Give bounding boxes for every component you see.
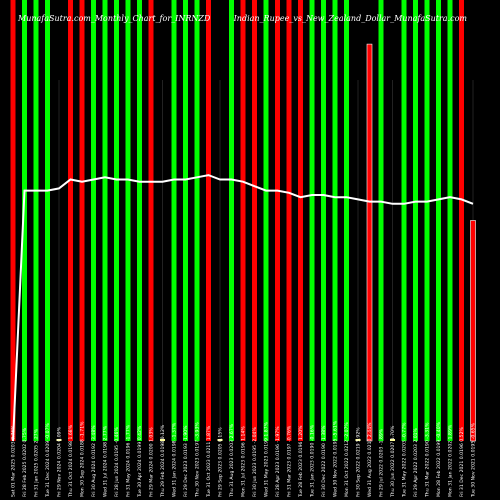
x-tick-labels: Sat 01 Mar 2025 0.0203 0.76% Fri 28 Feb 2… xyxy=(11,420,477,498)
bar-up xyxy=(171,0,177,441)
x-tick-label: Fri 29 Sep 2023 0.0205 0.15% xyxy=(218,427,224,497)
x-tick-label: Fri 30 Aug 2024 0.0192 -3.48% xyxy=(91,425,97,497)
x-tick-label: Tue 31 Oct 2023 0.0211 1.87% xyxy=(206,425,212,498)
bar-up xyxy=(413,0,418,441)
x-tick-label: Wed 31 May 2023 0.0199 1.87% xyxy=(264,421,270,497)
x-tick-label: Tue 31 May 2022 0.0203 -0.77% xyxy=(402,422,408,498)
bar-up xyxy=(22,0,27,441)
trend-line xyxy=(12,174,474,442)
bar-down xyxy=(240,0,246,441)
bar-flat xyxy=(355,439,361,441)
bar-down xyxy=(148,0,154,441)
bar-down xyxy=(68,0,73,441)
bar-up xyxy=(332,0,338,441)
x-tick-label: Fri 31 Dec 2021 0.0196 0.52% xyxy=(459,426,465,497)
bar-down xyxy=(252,0,257,441)
x-tick-label: Fri 29 Dec 2023 0.0193 -1.90% xyxy=(183,425,189,497)
bar-flat xyxy=(217,439,223,441)
x-tick-label: Wed 31 Jan 2024 0.0198 -1.37% xyxy=(172,422,178,497)
x-tick-label: Fri 31 May 2024 0.0196 -1.77% xyxy=(126,424,132,497)
bar-up xyxy=(378,0,384,441)
x-tick-label: Fri 30 Jun 2023 0.0195 -2.04% xyxy=(252,427,258,497)
x-tick-label: Mon 31 Jan 2022 0.0202 1.89% xyxy=(448,424,454,497)
bar-down xyxy=(206,0,211,441)
x-tick-label: Tue 30 Apr 2024 0.0199 0.42% xyxy=(137,425,143,498)
chart-title-left: MunafaSutra.com_Monthly_Chart_for_INRNZD xyxy=(17,14,211,23)
bar-up xyxy=(45,0,50,441)
x-tick-label: Tue 28 Feb 2023 0.0196 1.20% xyxy=(298,425,304,498)
x-tick-label: Sat 01 Mar 2025 0.0203 0.76% xyxy=(11,425,17,497)
bar-flat xyxy=(56,439,62,441)
bar-up xyxy=(91,0,96,441)
x-tick-label: Thu 30 Nov 2023 0.0197 -3.93% xyxy=(195,422,201,498)
bar-up xyxy=(344,0,349,441)
bar-down xyxy=(275,0,280,441)
x-tick-label: Mon 31 Jul 2023 0.0196 1.14% xyxy=(241,426,247,497)
x-tick-label: Fri 30 Sep 2022 0.0219 5.92% xyxy=(356,427,362,497)
x-tick-label: Fri 29 Nov 2024 0.0204 0.09% xyxy=(57,426,63,497)
bar-up xyxy=(436,0,441,441)
bar-up xyxy=(447,0,453,441)
x-tick-label: Thu 31 Aug 2023 0.0203 2.67% xyxy=(229,423,235,498)
bar-down xyxy=(366,43,373,442)
x-tick-label: Tue 31 Dec 2024 0.0209 -0.07% xyxy=(45,422,51,498)
x-tick-label: Tue 31 Jan 2023 0.0190 -0.16% xyxy=(310,424,316,498)
bar-up xyxy=(401,0,407,441)
x-tick-label: Fri 31 Jan 2025 0.0205 2.27% xyxy=(34,428,40,497)
x-tick-label: Thu 31 Oct 2024 0.0198 1.68% xyxy=(68,424,74,498)
x-tick-label: Thu 31 Mar 2022 0.0190 -3.31% xyxy=(425,422,431,498)
x-tick-label: Wed 30 Nov 2022 0.0195 -5.61% xyxy=(333,420,339,497)
bar-up xyxy=(137,0,142,441)
x-tick-label: Mon 30 Sep 2024 0.0188 -1.71% xyxy=(80,421,86,497)
chart-title-right: Indian_Rupee_vs_New_Zealand_Dollar_Munaf… xyxy=(233,14,468,23)
bar-down xyxy=(298,0,303,441)
bars-group xyxy=(10,0,476,442)
x-tick-label: Fri 29 Mar 2024 0.0200 1.03% xyxy=(149,427,155,497)
x-tick-label: Fri 29 Apr 2022 0.0203 2.01% xyxy=(413,427,419,497)
x-tick-label: Thu 30 Jun 2022 0.0207 1.70% xyxy=(390,425,396,498)
bar-up xyxy=(33,0,39,441)
x-tick-label: Mon 31 Oct 2022 0.0212 -2.07% xyxy=(344,422,350,497)
bar-up xyxy=(114,0,119,441)
x-tick-label: Fri 29 Jul 2022 0.0203 -1.89% xyxy=(379,428,385,497)
bar-up xyxy=(183,0,188,441)
x-tick-label: Fri 30 Dec 2022 0.0190 -1.38% xyxy=(321,425,327,497)
bar-up xyxy=(229,0,234,441)
x-tick-label: Wed 31 Jul 2024 0.0198 2.77% xyxy=(103,425,109,497)
bar-down xyxy=(470,220,476,442)
bar-down xyxy=(10,0,16,441)
x-tick-label: Fri 28 Jun 2024 0.0195 -0.46% xyxy=(114,427,120,497)
bar-down xyxy=(286,0,292,441)
x-tick-label: Thu 29 Feb 2024 0.0198 0.12% xyxy=(160,424,166,498)
bar-up xyxy=(263,0,269,441)
bar-down xyxy=(459,0,464,441)
bar-up xyxy=(102,0,108,441)
bar-up xyxy=(309,0,315,441)
bar-up xyxy=(125,0,131,441)
x-tick-label: Tue 30 Nov 2021 0.0195 -0.65% xyxy=(471,422,477,498)
bar-down xyxy=(79,0,85,441)
x-tick-label: Fri 28 Apr 2023 0.0196 -1.97% xyxy=(275,426,281,497)
bar-up xyxy=(194,0,200,441)
x-tick-label: Mon 28 Feb 2022 0.0199 -0.40% xyxy=(436,421,442,497)
x-tick-label: Fri 31 Mar 2023 0.0197 -0.76% xyxy=(287,425,293,497)
x-tick-label: Fri 28 Feb 2025 0.0202 0.75% xyxy=(22,427,28,497)
bar-flat xyxy=(390,439,395,441)
bar-up xyxy=(321,0,326,441)
bar-up xyxy=(424,0,430,441)
x-tick-label: Wed 31 Aug 2022 0.0210 2.44% xyxy=(367,422,373,497)
bar-flat xyxy=(160,439,165,441)
